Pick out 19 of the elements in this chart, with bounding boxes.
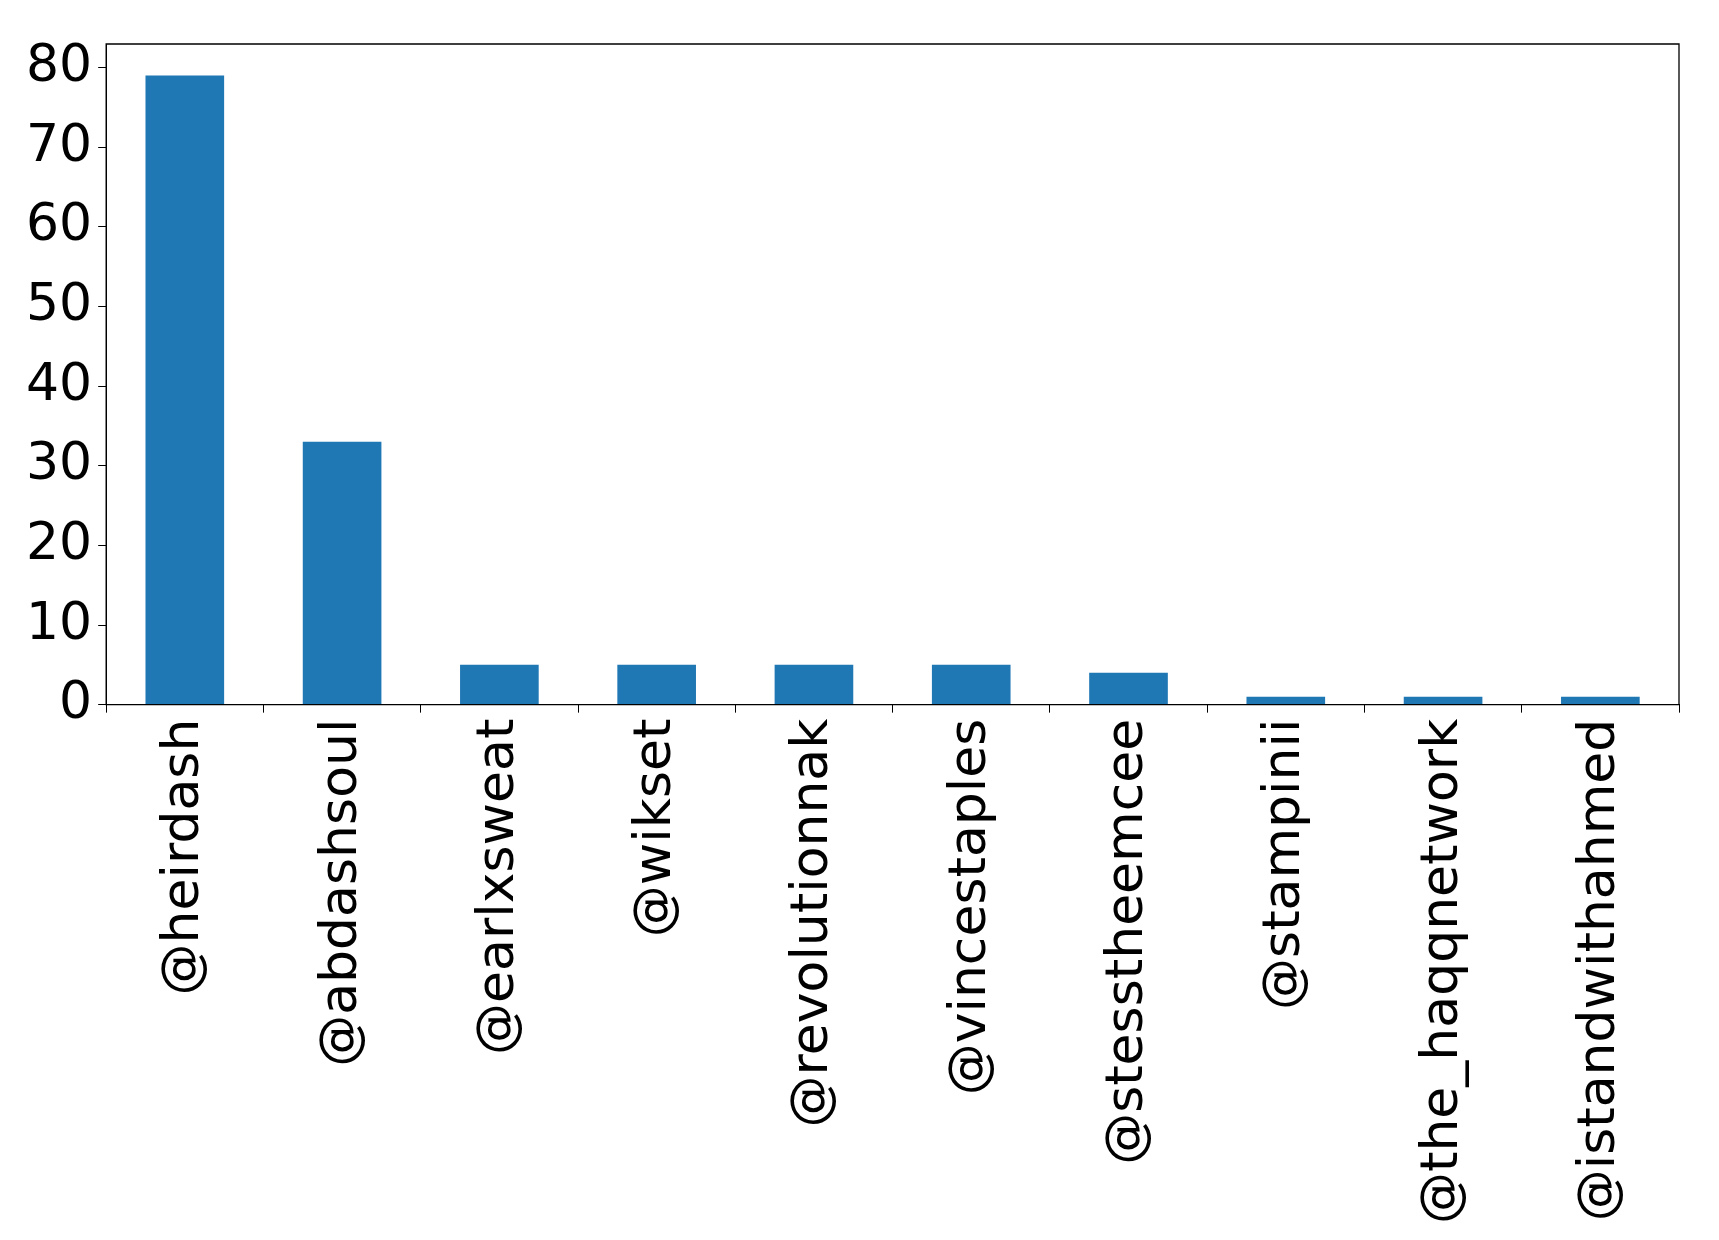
x-tick-label: @vincestaples xyxy=(936,718,997,1096)
x-tick-label: @abdashsoul xyxy=(307,718,368,1067)
y-tick-label: 70 xyxy=(26,112,93,173)
x-tick-label: @the_haqqnetwork xyxy=(1408,718,1469,1225)
y-tick-label: 0 xyxy=(59,670,93,731)
x-tick-label: @revolutionnak xyxy=(779,718,840,1128)
x-tick-label: @wikset xyxy=(622,718,683,938)
x-tick-label: @earlxsweat xyxy=(464,718,525,1055)
y-tick-label: 50 xyxy=(26,271,93,332)
x-tick-label: @istandwithahmed xyxy=(1565,718,1626,1222)
y-tick-label: 10 xyxy=(26,590,93,651)
y-tick-label: 60 xyxy=(26,192,93,253)
y-tick-label: 20 xyxy=(26,510,93,571)
y-tick-label: 40 xyxy=(26,351,93,412)
y-tick-label: 30 xyxy=(26,431,93,492)
x-tick-label: @heirdash xyxy=(150,718,211,996)
y-tick-label: 80 xyxy=(26,33,93,94)
x-tick-label: @stesstheemcee xyxy=(1094,718,1155,1165)
x-tick-label: @stampinii xyxy=(1251,718,1312,1010)
